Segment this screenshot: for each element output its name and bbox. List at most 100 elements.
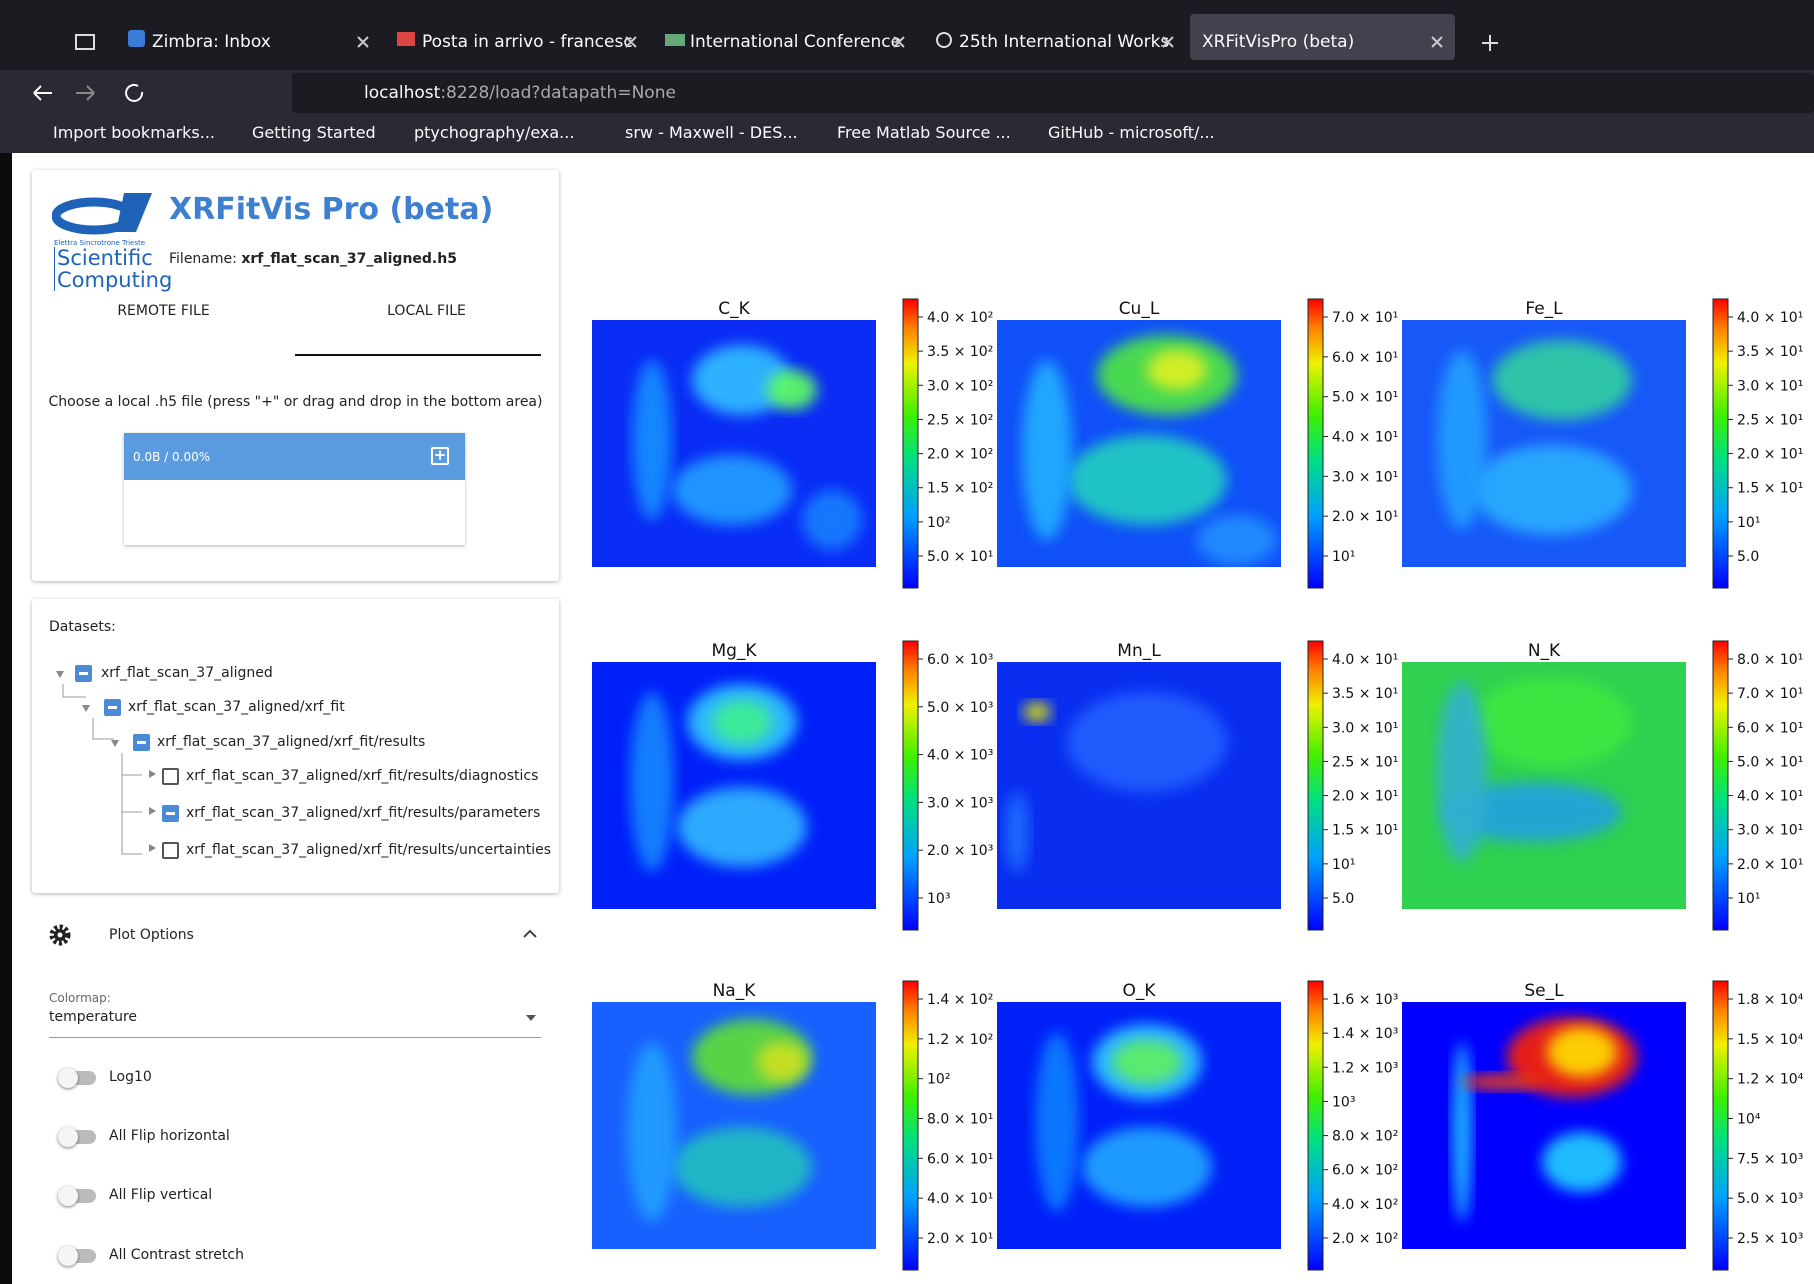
bookmark[interactable]: srw - Maxwell - DES...	[625, 123, 798, 142]
plot-title: Se_L	[1524, 981, 1564, 1001]
colorbar-tick-label: 8.0 × 10¹	[927, 1112, 993, 1128]
tab-list-icon[interactable]	[76, 35, 94, 49]
bookmark[interactable]: Getting Started	[252, 123, 376, 142]
colorbar-tick-label: 3.0 × 10¹	[1332, 720, 1398, 736]
heatmap-texture	[712, 700, 772, 744]
heatmap-texture	[677, 787, 807, 867]
tab-controls	[0, 0, 1814, 70]
nav-buttons	[0, 70, 300, 120]
plot-title: Cu_L	[1119, 299, 1160, 319]
colorbar-tick-label: 1.2 × 10³	[1332, 1060, 1398, 1076]
colorbar-tick-label: 5.0 × 10³	[927, 700, 993, 716]
colorbar-tick-label: 6.0 × 10¹	[1737, 720, 1803, 736]
heatmap-texture	[1147, 350, 1207, 390]
colorbar-tick-label: 8.0 × 10²	[1332, 1129, 1398, 1145]
colorbar-tick-label: 4.0 × 10²	[1332, 1197, 1398, 1213]
heatmap-panel: Mg_K6.0 × 10³5.0 × 10³4.0 × 10³3.0 × 10³…	[592, 641, 993, 930]
heatmap-image	[592, 1002, 876, 1249]
colorbar-tick-label: 4.0 × 10¹	[1332, 652, 1398, 668]
colorbar-tick-label: 5.0 × 10¹	[927, 549, 993, 565]
colorbar-tick-label: 5.0	[1737, 549, 1759, 565]
colorbar	[1713, 299, 1728, 588]
colorbar-tick-label: 3.0 × 10³	[927, 795, 993, 811]
colorbar	[903, 981, 918, 1270]
colorbar-tick-label: 10³	[927, 891, 950, 907]
colorbar-tick-label: 2.0 × 10¹	[1737, 447, 1803, 463]
colorbar-tick-label: 10²	[927, 1072, 950, 1088]
colorbar-tick-label: 5.0 × 10³	[1737, 1191, 1803, 1207]
colorbar-tick-label: 1.2 × 10²	[927, 1032, 993, 1048]
heatmap-panel: Na_K 1.4 × 10² 1.2 × 10² 10² 8.0 × 10¹ 6.0 × …	[592, 981, 993, 1270]
colorbar-tick-label: 2.0 × 10¹	[927, 1231, 993, 1247]
colorbar	[1308, 641, 1323, 930]
heatmap-texture	[1005, 792, 1029, 872]
back[interactable]	[34, 86, 52, 100]
heatmap-texture	[1112, 1040, 1182, 1084]
plot-title: N_K	[1528, 641, 1561, 661]
bookmark[interactable]: ptychography/exa...	[414, 123, 574, 142]
heatmap-panel: Mn_L4.0 × 10¹3.5 × 10¹3.0 × 10¹2.5 × 10¹…	[997, 641, 1398, 930]
colorbar-tick-label: 1.4 × 10²	[927, 992, 993, 1008]
colorbar-tick-label: 10¹	[1737, 891, 1760, 907]
colorbar	[903, 641, 918, 930]
colorbar-tick-label: 2.5 × 10¹	[1332, 754, 1398, 770]
colorbar-tick-label: 1.5 × 10¹	[1737, 481, 1803, 497]
url: localhost:8228/load?datapath=None	[364, 83, 676, 103]
heatmap-image	[997, 320, 1281, 567]
heatmap-panel: N_K8.0 × 10¹7.0 × 10¹6.0 × 10¹5.0 × 10¹4…	[1402, 641, 1803, 930]
colorbar-tick-label: 6.0 × 10²	[1332, 1163, 1398, 1179]
screen: {"browser": { "tabs": ["Zimbra: Inbox", …	[0, 0, 1814, 1284]
heatmap-texture	[1022, 360, 1072, 540]
colorbar-tick-label: 10³	[1332, 1094, 1355, 1110]
colorbar-tick-label: 4.0 × 10²	[927, 310, 993, 326]
colorbar-tick-label: 10¹	[1332, 549, 1355, 565]
colorbar-tick-label: 10¹	[1332, 857, 1355, 873]
colorbar-tick-label: 2.0 × 10¹	[1737, 857, 1803, 873]
colorbar-tick-label: 3.5 × 10¹	[1737, 344, 1803, 360]
close-icons[interactable]	[358, 37, 1442, 47]
colorbar-tick-label: 3.5 × 10²	[927, 344, 993, 360]
bookmark[interactable]: Free Matlab Source ...	[837, 123, 1011, 142]
colorbar-tick-label: 3.0 × 10¹	[1332, 469, 1398, 485]
heatmap-image	[592, 662, 876, 909]
colorbar	[1308, 981, 1323, 1270]
colorbar-tick-label: 1.2 × 10⁴	[1737, 1072, 1804, 1088]
heatmap-texture	[627, 1042, 677, 1222]
heatmap-texture	[1472, 445, 1632, 535]
plot-title: Fe_L	[1525, 299, 1563, 319]
colorbar-tick-label: 2.5 × 10³	[1737, 1231, 1803, 1247]
heatmap-image	[1402, 320, 1686, 567]
heatmap-texture	[1197, 515, 1277, 565]
colorbar-tick-label: 2.0 × 10¹	[1332, 789, 1398, 805]
heatmap-texture	[1023, 702, 1051, 722]
heatmap-texture	[1067, 435, 1227, 525]
colorbar	[903, 299, 918, 588]
colorbar-tick-label: 6.0 × 10¹	[927, 1151, 993, 1167]
colorbar-tick-label: 1.6 × 10³	[1332, 992, 1398, 1008]
heatmap-texture	[1547, 1027, 1617, 1077]
bookmark[interactable]: Import bookmarks...	[53, 123, 215, 142]
colorbar-tick-label: 2.0 × 10¹	[1332, 509, 1398, 525]
heatmap-image	[997, 1002, 1281, 1249]
forward[interactable]	[76, 86, 94, 100]
colorbar-tick-label: 1.5 × 10⁴	[1737, 1032, 1804, 1048]
heatmap-image	[592, 320, 876, 567]
colorbar-tick-label: 3.0 × 10²	[927, 378, 993, 394]
colorbar-tick-label: 1.8 × 10⁴	[1737, 992, 1804, 1008]
heatmap-image	[997, 662, 1281, 909]
heatmap-texture	[1437, 350, 1487, 530]
bookmark[interactable]: GitHub - microsoft/...	[1048, 123, 1215, 142]
heatmap-panel: O_K1.6 × 10³1.4 × 10³1.2 × 10³10³8.0 × 1…	[997, 981, 1398, 1270]
plot-title: Na_K	[713, 981, 757, 1001]
heatmap-panel: Cu_L7.0 × 10¹6.0 × 10¹5.0 × 10¹4.0 × 10¹…	[997, 299, 1398, 588]
colorbar-tick-label: 3.0 × 10¹	[1737, 823, 1803, 839]
new-tab[interactable]	[1482, 35, 1498, 51]
colorbar-tick-label: 4.0 × 10¹	[1332, 430, 1398, 446]
heatmap-texture	[767, 370, 817, 410]
reload[interactable]	[126, 85, 142, 101]
heatmap-texture	[1492, 340, 1632, 420]
colorbar-tick-label: 1.5 × 10¹	[1332, 823, 1398, 839]
colorbar-tick-label: 2.5 × 10²	[927, 412, 993, 428]
